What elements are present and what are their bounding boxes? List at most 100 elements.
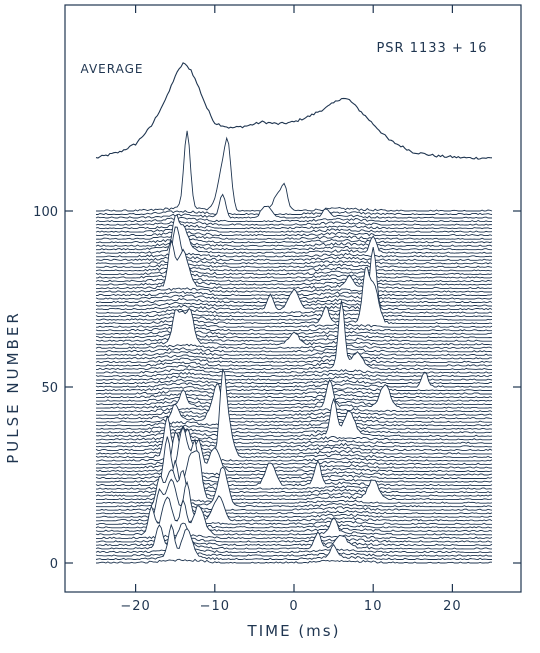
pulse-trace-71 [95,308,493,314]
y-tick-label-1: 50 [41,381,58,396]
pulse-trace-99 [96,210,493,216]
pulse-trace-12 [96,478,493,522]
pulse-trace-96 [95,220,493,226]
pulse-mask-80 [96,277,492,284]
pulse-mask-1 [96,524,492,562]
pulse-trace-27 [96,463,492,469]
pulse-mask-81 [96,273,492,280]
y-tick-label-2: 100 [33,205,58,220]
pulse-mask-99 [96,210,492,217]
pulse-mask-43 [96,408,492,414]
pulse-trace-92 [95,234,493,240]
pulse-trace-97 [95,216,493,223]
pulse-trace-67 [96,322,493,328]
pulse-mask-95 [96,224,492,231]
pulse-trace-87 [96,252,493,258]
pulse-trace-60 [95,347,493,353]
pulse-trace-86 [95,255,493,261]
pulse-trace-43 [96,407,493,413]
pulse-trace-89 [96,245,492,251]
pulse-mask-96 [96,221,492,228]
pulse-mask-0 [96,559,492,565]
pulse-mask-73 [96,302,492,308]
pulse-mask-18 [96,450,492,502]
pulse-trace-34 [96,438,492,444]
pulse-trace-98 [95,193,492,219]
average-profile-line [95,62,493,160]
pulse-trace-41 [96,414,493,420]
pulse-trace-95 [95,224,492,230]
pulse-trace-39 [95,420,493,427]
pulse-trace-28 [95,459,493,465]
pulse-trace-22 [95,426,493,487]
pulse-mask-61 [96,344,492,351]
pulse-trace-46 [96,396,493,402]
pulse-mask-72 [96,247,492,312]
plot-frame [64,4,522,593]
pulse-trace-37 [95,428,493,434]
pulse-mask-82 [96,227,492,277]
pulse-mask-86 [96,256,492,263]
x-tick-label-4: 20 [443,599,462,614]
pulse-trace-16 [95,466,493,508]
pulse-mask-78 [96,240,492,291]
pulse-trace-88 [95,214,492,254]
pulse-trace-30 [95,368,492,459]
pulse-mask-53 [96,372,492,379]
pulse-trace-90 [95,241,493,247]
pulse-trace-45 [95,400,493,406]
pulse-trace-68 [95,266,493,325]
x-tick-label-1: −10 [200,599,230,614]
pulse-traces [95,62,493,565]
pulse-trace-81 [96,273,493,279]
pulse-trace-69 [95,315,493,321]
pulse-trace-50 [95,371,493,388]
pulse-trace-80 [95,276,493,282]
pulse-trace-72 [95,247,493,311]
chart-title: PSR 1133 + 16 [376,41,487,56]
pulse-trace-36 [95,397,493,437]
pulse-trace-42 [95,410,493,416]
pulse-trace-3 [95,548,493,553]
pulse-trace-54 [96,368,493,374]
pulse-mask-42 [96,411,492,418]
pulse-trace-4 [95,522,492,550]
pulse-trace-0 [96,558,493,564]
pulse-trace-35 [96,435,493,441]
pulse-mask-8 [96,497,492,537]
pulse-mask-71 [96,309,492,316]
y-tick-label-0: 0 [50,557,58,572]
pulse-trace-93 [95,231,493,237]
x-axis-label: TIME (ms) [247,622,341,640]
pulse-mask-94 [96,228,492,235]
pulse-trace-47 [96,393,493,399]
axis-ticks: −20 −10 0 10 20 0 50 100 [33,5,521,614]
pulse-trace-100 [96,130,493,212]
pulse-trace-59 [96,350,493,356]
pulse-trace-82 [95,226,493,275]
pulse-mask-85 [96,259,492,266]
pulse-mask-87 [96,253,492,259]
pulse-mask-62 [96,308,492,347]
pulse-trace-94 [95,227,493,233]
pulse-trace-57 [95,357,493,363]
pulse-trace-62 [95,307,493,346]
pulse-trace-56 [95,361,493,367]
x-tick-label-0: −20 [120,599,150,614]
y-axis-label: PULSE NUMBER [4,310,22,463]
pulse-mask-41 [96,414,492,421]
pulse-mask-60 [96,347,492,354]
average-label: AVERAGE [81,62,144,76]
pulse-trace-29 [96,456,493,462]
pulse-trace-70 [95,312,493,318]
pulse-trace-1 [95,523,492,561]
pulse-trace-85 [95,259,493,265]
pulse-trace-66 [95,326,492,332]
pulse-mask-100 [96,130,492,213]
pulse-mask-12 [96,479,492,523]
pulse-trace-2 [95,551,492,557]
pulse-trace-58 [96,354,493,360]
pulse-trace-84 [95,262,493,268]
